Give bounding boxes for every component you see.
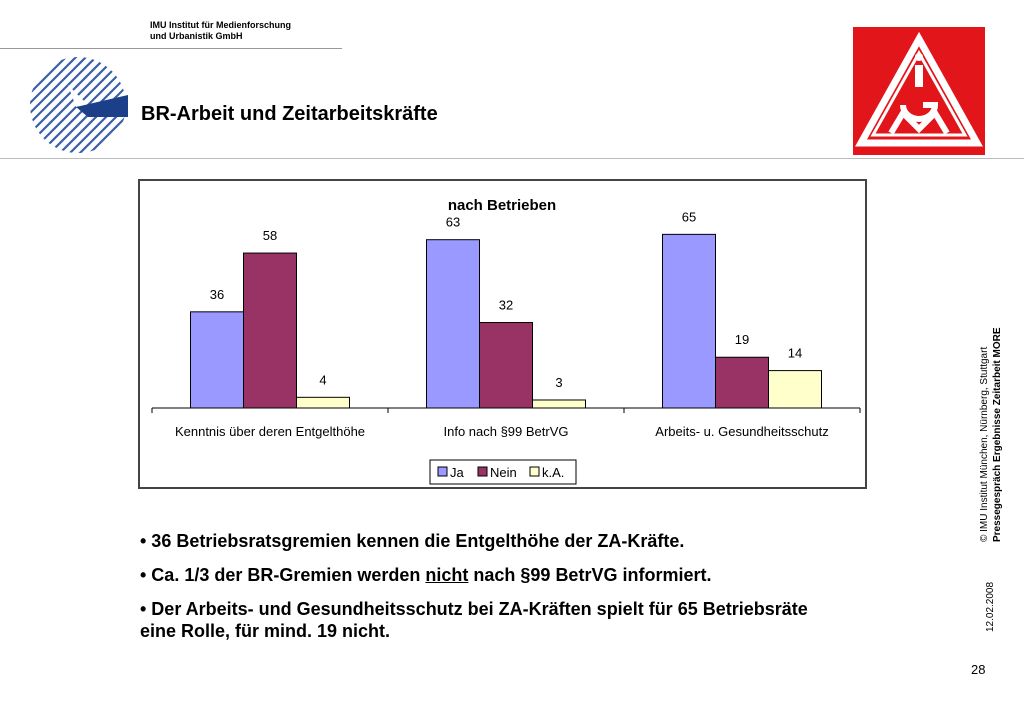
header-divider (0, 48, 342, 49)
legend-swatch (477, 466, 488, 477)
data-label: 19 (735, 332, 749, 347)
bullet-2-underlined: nicht (425, 565, 469, 585)
org-name-line1: IMU Institut für Medienforschung (150, 20, 291, 30)
bullet-1: • 36 Betriebsratsgremien kennen die Entg… (140, 531, 685, 551)
legend-swatch (529, 466, 540, 477)
bar-ka (532, 399, 586, 409)
data-label: 65 (682, 209, 696, 224)
igm-logo-icon (853, 27, 985, 155)
legend-swatch (437, 466, 448, 477)
bar-nein (479, 322, 533, 409)
bar-ka (296, 396, 350, 409)
chart-frame: nach Betrieben 36 58 4 Kenntnis über deren E… (138, 179, 867, 489)
data-label: 58 (263, 228, 277, 243)
side-date: 12.02.2008 (985, 581, 996, 632)
chart-title: nach Betrieben (448, 197, 556, 214)
bar-ka (768, 370, 822, 409)
side-copyright-line1: © IMU Institut München, Nürnberg, Stuttg… (979, 346, 990, 542)
bar-ja (426, 239, 480, 409)
data-label: 14 (788, 346, 802, 361)
side-copyright-line2: Pressegespräch Ergebnisse Zeitarbeit MOR… (992, 327, 1003, 542)
data-label: 4 (319, 372, 326, 387)
data-label: 3 (555, 375, 562, 390)
page-number: 28 (971, 662, 986, 677)
page-title: BR-Arbeit und Zeitarbeitskräfte (141, 103, 438, 125)
legend-box (429, 459, 577, 485)
legend-label: k.A. (542, 465, 564, 480)
category-label: Info nach §99 BetrVG (443, 424, 568, 439)
bar-ja (662, 233, 716, 409)
org-name-line2: und Urbanistik GmbH (150, 31, 243, 41)
bullet-list: • 36 Betriebsratsgremien kennen die Entg… (140, 530, 840, 654)
category-label: Arbeits- u. Gesundheitsschutz (655, 424, 828, 439)
imu-logo-icon (30, 57, 128, 153)
data-label: 36 (210, 287, 224, 302)
bar-nein (243, 252, 297, 409)
legend-label: Ja (450, 465, 465, 480)
legend-label: Nein (490, 465, 517, 480)
bar-nein (715, 356, 769, 409)
bullet-2-pre: • Ca. 1/3 der BR-Gremien werden (140, 565, 426, 585)
bullet-2-post: nach §99 BetrVG informiert. (468, 565, 712, 585)
bullet-2: • Ca. 1/3 der BR-Gremien werden nicht na… (140, 564, 840, 586)
title-divider (0, 158, 1024, 159)
bullet-3: • Der Arbeits- und Gesundheitsschutz bei… (140, 599, 808, 641)
category-label: Kenntnis über deren Entgelthöhe (175, 424, 365, 439)
org-name: IMU Institut für Medienforschung und Urb… (150, 20, 291, 42)
data-label: 32 (499, 298, 513, 313)
bar-chart: nach Betrieben 36 58 4 Kenntnis über deren E… (151, 197, 861, 485)
side-copyright: © IMU Institut München, Nürnberg, Stuttg… (978, 327, 1004, 542)
bar-ja (190, 311, 244, 409)
data-label: 63 (446, 215, 460, 230)
